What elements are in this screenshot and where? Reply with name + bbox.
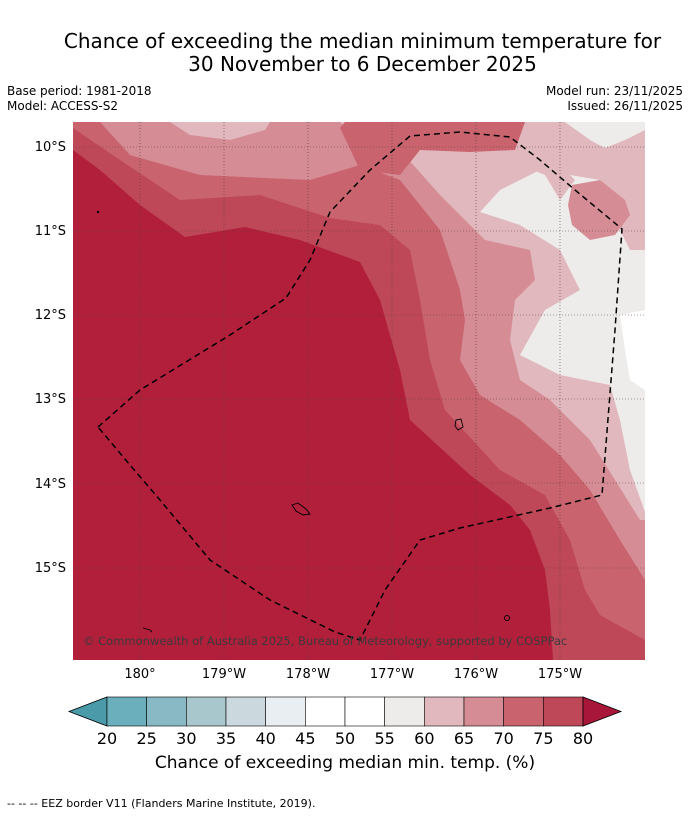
- island-4: [96, 210, 100, 214]
- colorbar-bin-55-60: [384, 696, 425, 727]
- colorbar-tick-30: 30: [176, 729, 196, 748]
- eez-footnote: -- -- -- EEZ border V11 (Flanders Marine…: [7, 797, 316, 810]
- lon-tick-178w: 178°W: [286, 667, 330, 682]
- islands: [96, 210, 510, 633]
- island-3: [504, 615, 510, 621]
- colorbar-tick-25: 25: [136, 729, 156, 748]
- island-2: [291, 502, 311, 516]
- island-1: [454, 418, 464, 431]
- lat-tick-14s: 14°S: [35, 477, 66, 492]
- map-title: Chance of exceeding the median minimum t…: [0, 30, 690, 76]
- band-60-65-west: [170, 122, 270, 140]
- colorbar-over-arrow: [582, 696, 623, 727]
- band-50-55: [620, 310, 645, 390]
- colorbar-tick-35: 35: [216, 729, 236, 748]
- colorbar-bin-35-40: [225, 696, 266, 727]
- colorbar-bin-50-55: [344, 696, 385, 727]
- lon-tick-180: 180°: [124, 667, 155, 682]
- graticule: [73, 122, 645, 660]
- colorbar-tick-55: 55: [374, 729, 394, 748]
- colorbar-bin-30-35: [186, 696, 227, 727]
- colorbar-tick-70: 70: [493, 729, 513, 748]
- colorbar-bin-20-25: [106, 696, 147, 727]
- lat-tick-12s: 12°S: [35, 308, 66, 323]
- colorbar-tick-80: 80: [573, 729, 593, 748]
- base-period: Base period: 1981-2018: [7, 84, 152, 98]
- island-5: [142, 627, 153, 633]
- lat-tick-15s: 15°S: [35, 561, 66, 576]
- axis-labels: 180° 179°W 178°W 177°W 176°W 175°W 10°S …: [35, 140, 583, 682]
- lon-tick-179w: 179°W: [202, 667, 246, 682]
- title-line-2: 30 November to 6 December 2025: [188, 52, 537, 76]
- colorbar-label: Chance of exceeding median min. temp. (%…: [154, 753, 536, 773]
- colorbar-bin-40-45: [265, 696, 306, 727]
- colorbar-bin-75-80: [543, 696, 584, 727]
- colorbar-under-arrow: [67, 696, 108, 727]
- lat-tick-10s: 10°S: [35, 140, 66, 155]
- colorbar-bin-45-50: [305, 696, 346, 727]
- probability-field: [73, 122, 645, 660]
- meta-left: Base period: 1981-2018 Model: ACCESS-S2: [7, 84, 152, 114]
- model-name: Model: ACCESS-S2: [7, 99, 119, 113]
- colorbar: 20 25 30 35 40 45 50 55 60 65 70 75 80: [67, 696, 623, 748]
- model-run: Model run: 23/11/2025: [545, 84, 683, 98]
- eez-border: [96, 131, 623, 641]
- band-70-75-north: [340, 122, 525, 175]
- colorbar-tick-45: 45: [295, 729, 315, 748]
- colorbar-tick-60: 60: [414, 729, 434, 748]
- lon-tick-177w: 177°W: [370, 667, 414, 682]
- copyright-text: © Commonwealth of Australia 2025, Bureau…: [83, 634, 567, 648]
- colorbar-bin-70-75: [503, 696, 544, 727]
- lon-tick-176w: 176°W: [454, 667, 498, 682]
- colorbar-tick-20: 20: [97, 729, 117, 748]
- colorbar-bin-60-65: [424, 696, 465, 727]
- colorbar-tick-40: 40: [255, 729, 275, 748]
- band-60-65-east: [520, 122, 575, 200]
- meta-right: Model run: 23/11/2025 Issued: 26/11/2025: [546, 84, 683, 114]
- lat-tick-11s: 11°S: [35, 224, 66, 239]
- colorbar-tick-65: 65: [454, 729, 474, 748]
- colorbar-tick-75: 75: [533, 729, 553, 748]
- title-line-1: Chance of exceeding the median minimum t…: [63, 29, 662, 53]
- colorbar-bin-25-30: [146, 696, 187, 727]
- lon-tick-175w: 175°W: [538, 667, 582, 682]
- colorbar-bin-65-70: [463, 696, 504, 727]
- issued-date: Issued: 26/11/2025: [567, 99, 683, 113]
- colorbar-tick-50: 50: [335, 729, 355, 748]
- lat-tick-13s: 13°S: [35, 392, 66, 407]
